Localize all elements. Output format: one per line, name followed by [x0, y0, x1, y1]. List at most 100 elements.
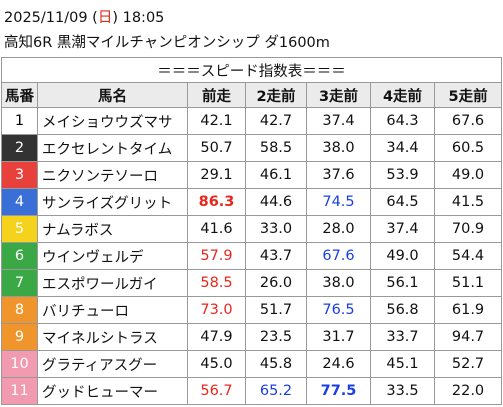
- horse-row: 11 グッドヒューマー 56.7 65.2 77.5 33.5 22.0: [1, 377, 503, 405]
- speed-index: 41.6: [187, 215, 246, 243]
- speed-index: 65.2: [245, 377, 307, 405]
- speed-index: 51.1: [433, 269, 503, 297]
- horse-row: 4 サンライズグリット 86.3 44.6 74.5 64.5 41.5: [1, 188, 503, 216]
- column-header: 5走前: [433, 82, 503, 108]
- race-title: 高知6R 黒潮マイルチャンピオンシップ ダ1600m: [4, 35, 330, 51]
- title-row: ＝＝＝スピード指数表＝＝＝: [0, 57, 503, 83]
- speed-index: 45.0: [187, 350, 246, 378]
- horse-number: 6: [1, 242, 38, 270]
- speed-index: 37.6: [306, 161, 371, 189]
- speed-index: 73.0: [187, 296, 246, 324]
- speed-index: 94.7: [433, 323, 503, 351]
- speed-index: 38.0: [306, 134, 371, 162]
- speed-index: 38.0: [306, 269, 371, 297]
- horse-number: 11: [1, 377, 38, 405]
- speed-index: 70.9: [433, 215, 503, 243]
- horse-number: 7: [1, 269, 38, 297]
- speed-index: 86.3: [187, 188, 246, 216]
- horse-number: 5: [1, 215, 38, 243]
- speed-index: 29.1: [187, 161, 246, 189]
- speed-index: 22.0: [433, 377, 503, 405]
- horse-name: エスポワールガイ: [37, 269, 188, 297]
- speed-index: 74.5: [306, 188, 371, 216]
- speed-table: ＝＝＝スピード指数表＝＝＝ 馬番 馬名 前走 2走前 3走前 4走前 5走前 1 メイショウウズ…: [0, 57, 503, 405]
- horse-name: サンライズグリット: [37, 188, 188, 216]
- column-header: 馬番: [1, 82, 38, 108]
- speed-index: 76.5: [306, 296, 371, 324]
- speed-index: 33.7: [370, 323, 435, 351]
- speed-index: 37.4: [306, 107, 371, 135]
- horse-row: 2 エクセレントタイム 50.7 58.5 38.0 34.4 60.5: [1, 134, 503, 162]
- weekday: 日: [97, 10, 113, 26]
- speed-index: 49.0: [433, 161, 503, 189]
- horse-number: 1: [1, 107, 38, 135]
- horse-number: 10: [1, 350, 38, 378]
- horse-number: 2: [1, 134, 38, 162]
- horse-name: ナムラボス: [37, 215, 188, 243]
- speed-index: 43.7: [245, 242, 307, 270]
- horse-name: メイショウウズマサ: [37, 107, 188, 135]
- speed-index: 67.6: [306, 242, 371, 270]
- speed-index: 56.8: [370, 296, 435, 324]
- header-row: 馬番 馬名 前走 2走前 3走前 4走前 5走前: [1, 82, 503, 108]
- speed-index: 56.1: [370, 269, 435, 297]
- speed-index: 77.5: [306, 377, 371, 405]
- table-title: ＝＝＝スピード指数表＝＝＝: [0, 57, 503, 83]
- horse-name: マイネルシトラス: [37, 323, 188, 351]
- speed-index: 23.5: [245, 323, 307, 351]
- speed-index: 33.5: [370, 377, 435, 405]
- column-header: 2走前: [245, 82, 307, 108]
- speed-index: 52.7: [433, 350, 503, 378]
- horse-row: 10 グラティアスグー 45.0 45.8 24.6 45.1 52.7: [1, 350, 503, 378]
- speed-index: 46.1: [245, 161, 307, 189]
- speed-index: 26.0: [245, 269, 307, 297]
- horse-row: 5 ナムラボス 41.6 33.0 28.0 37.4 70.9: [1, 215, 503, 243]
- speed-index: 28.0: [306, 215, 371, 243]
- speed-index: 60.5: [433, 134, 503, 162]
- speed-index: 61.9: [433, 296, 503, 324]
- speed-index: 49.0: [370, 242, 435, 270]
- speed-index: 24.6: [306, 350, 371, 378]
- speed-index: 31.7: [306, 323, 371, 351]
- speed-index: 67.6: [433, 107, 503, 135]
- speed-index: 58.5: [187, 269, 246, 297]
- horse-number: 9: [1, 323, 38, 351]
- horse-number: 3: [1, 161, 38, 189]
- speed-index: 45.8: [245, 350, 307, 378]
- horse-name: エクセレントタイム: [37, 134, 188, 162]
- speed-index: 50.7: [187, 134, 246, 162]
- speed-index: 42.7: [245, 107, 307, 135]
- column-header: 3走前: [306, 82, 371, 108]
- horse-name: バリチューロ: [37, 296, 188, 324]
- speed-index: 54.4: [433, 242, 503, 270]
- horse-name: グッドヒューマー: [37, 377, 188, 405]
- horse-name: グラティアスグー: [37, 350, 188, 378]
- table-body: ＝＝＝スピード指数表＝＝＝ 馬番 馬名 前走 2走前 3走前 4走前 5走前 1 メイショウウズ…: [0, 57, 503, 405]
- horse-row: 7 エスポワールガイ 58.5 26.0 38.0 56.1 51.1: [1, 269, 503, 297]
- speed-index: 45.1: [370, 350, 435, 378]
- time: ) 18:05: [112, 10, 165, 26]
- horse-name: ニクソンテソーロ: [37, 161, 188, 189]
- speed-index: 33.0: [245, 215, 307, 243]
- speed-index: 37.4: [370, 215, 435, 243]
- horse-row: 3 ニクソンテソーロ 29.1 46.1 37.6 53.9 49.0: [1, 161, 503, 189]
- horse-row: 6 ウインヴェルデ 57.9 43.7 67.6 49.0 54.4: [1, 242, 503, 270]
- speed-index: 47.9: [187, 323, 246, 351]
- speed-index: 56.7: [187, 377, 246, 405]
- column-header: 前走: [187, 82, 246, 108]
- speed-index: 64.3: [370, 107, 435, 135]
- speed-index: 53.9: [370, 161, 435, 189]
- date-line: 2025/11/09 (日) 18:05: [4, 6, 164, 27]
- speed-index: 41.5: [433, 188, 503, 216]
- speed-index: 64.5: [370, 188, 435, 216]
- speed-index: 42.1: [187, 107, 246, 135]
- horse-row: 8 バリチューロ 73.0 51.7 76.5 56.8 61.9: [1, 296, 503, 324]
- speed-index: 34.4: [370, 134, 435, 162]
- horse-row: 1 メイショウウズマサ 42.1 42.7 37.4 64.3 67.6: [1, 107, 503, 135]
- speed-index: 57.9: [187, 242, 246, 270]
- column-header: 馬名: [37, 82, 188, 108]
- horse-number: 8: [1, 296, 38, 324]
- column-header: 4走前: [370, 82, 435, 108]
- horse-number: 4: [1, 188, 38, 216]
